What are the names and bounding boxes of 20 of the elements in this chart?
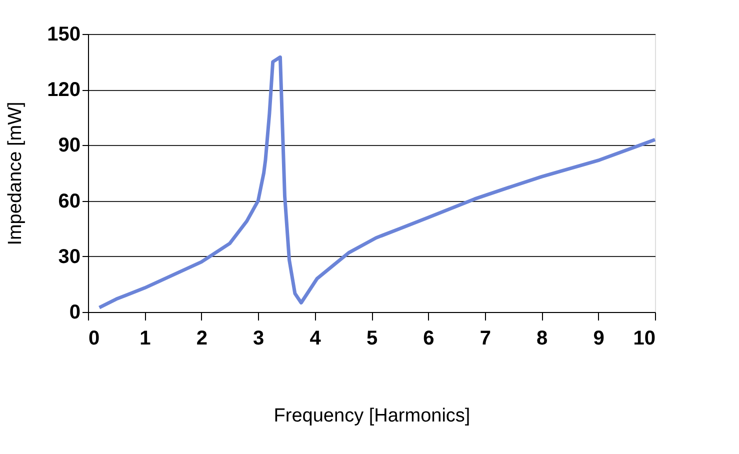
x-tick-label: 9 (593, 328, 604, 350)
x-tick-label: 6 (423, 328, 434, 350)
y-tick-label: 90 (58, 134, 80, 157)
y-axis-title: Impedance [mW] (5, 102, 26, 246)
x-tick-label: 2 (196, 328, 208, 350)
x-axis-title: Frequency [Harmonics] (274, 406, 470, 426)
x-tick-label: 0 (88, 328, 100, 350)
x-tick-label: 10 (633, 328, 656, 350)
x-tick-label: 4 (310, 328, 322, 350)
y-tick-label: 60 (58, 190, 80, 212)
x-tick-label: 7 (480, 328, 491, 350)
x-tick-label: 8 (536, 328, 548, 350)
x-tick-label: 3 (253, 328, 264, 350)
x-tick-label: 5 (366, 328, 378, 350)
line-series (98, 55, 657, 310)
y-tick-label: 150 (47, 24, 80, 46)
y-tick-label: 30 (58, 246, 80, 268)
y-tick-label: 120 (47, 79, 80, 102)
x-tick-label: 1 (140, 328, 151, 350)
y-tick-label: 0 (69, 302, 80, 324)
